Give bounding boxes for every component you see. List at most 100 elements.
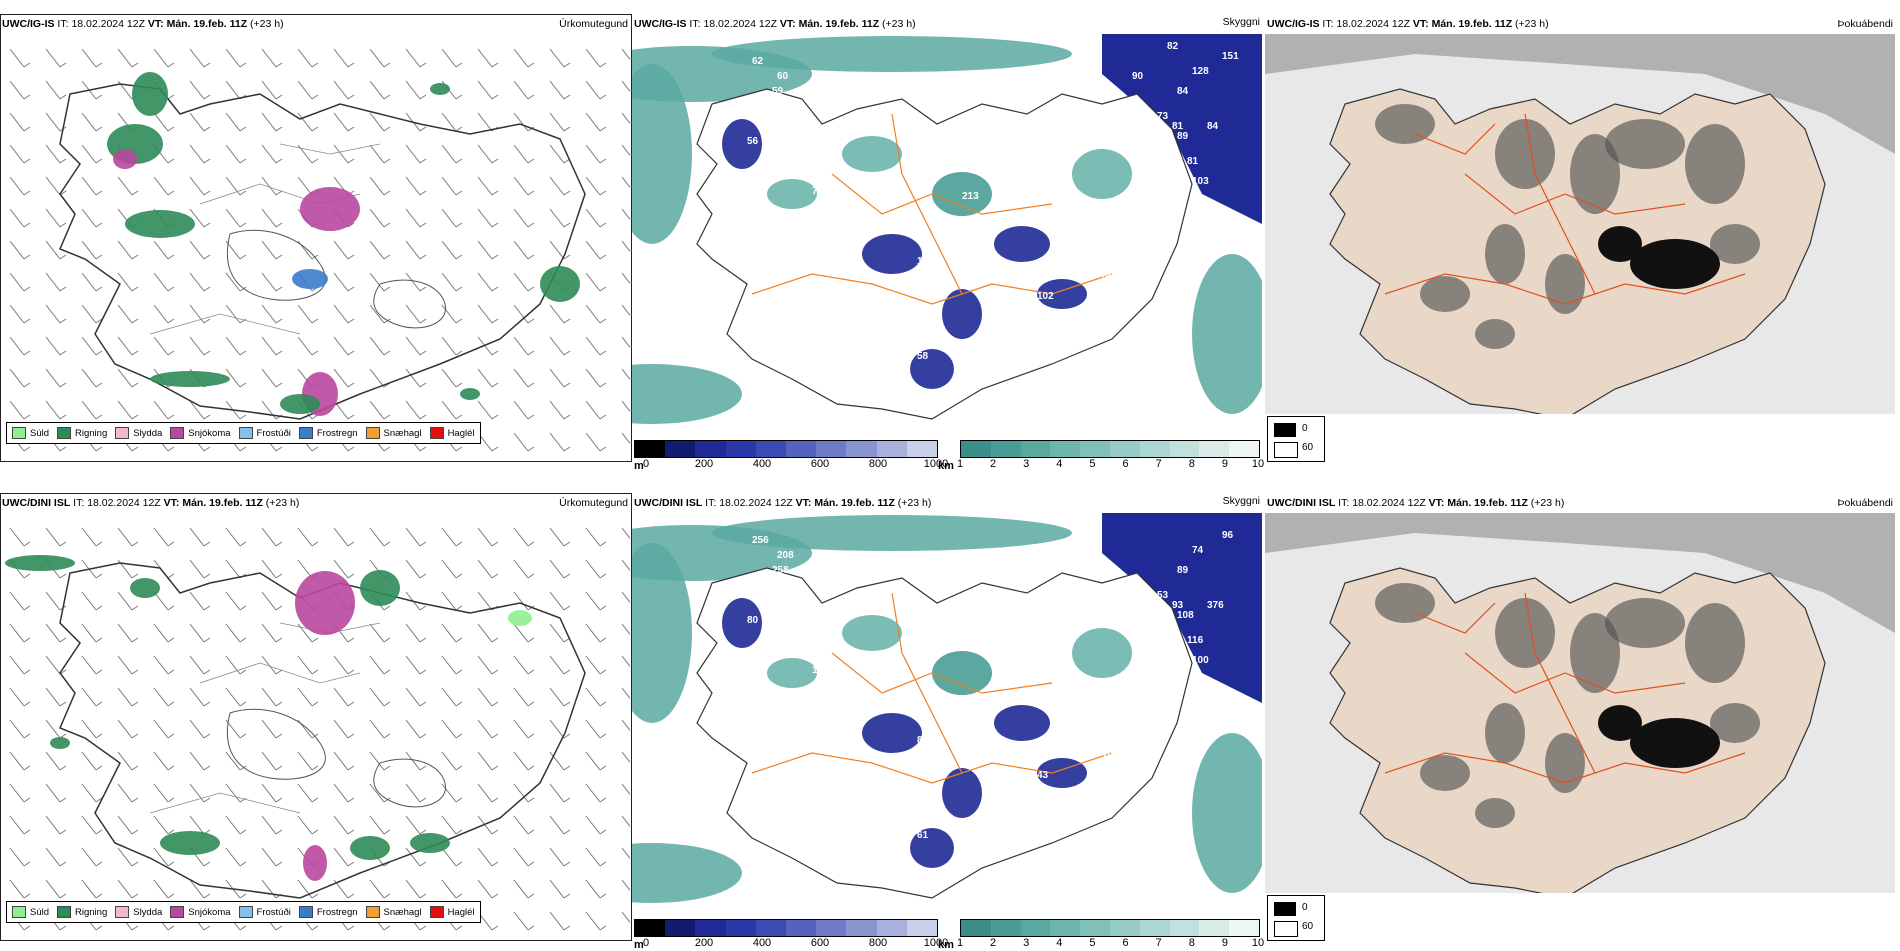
visibility-value-label: 376 xyxy=(1207,600,1224,611)
visibility-value-label: 12 xyxy=(827,201,839,212)
panel-title: UWC/DINI ISL IT: 18.02.2024 12Z VT: Mán.… xyxy=(1267,497,1564,509)
tick-label: 4 xyxy=(1056,458,1063,470)
m-colorbar xyxy=(634,440,938,458)
lead-time: (+23 h) xyxy=(265,497,300,509)
visibility-value-label: 89 xyxy=(1177,565,1189,576)
legend-label: Slydda xyxy=(133,906,163,918)
panel-title: UWC/IG-IS IT: 18.02.2024 12Z VT: Mán. 19… xyxy=(634,18,916,30)
visibility-value-label: 84 xyxy=(982,216,994,227)
tick-label: 4 xyxy=(1056,937,1063,949)
tick-label: 8 xyxy=(1188,937,1195,949)
legend-item: Snæhagl xyxy=(365,906,422,918)
fog-index-panel-bottom: UWC/DINI ISL IT: 18.02.2024 12Z VT: Mán.… xyxy=(1265,493,1897,951)
parameter-name: Þokuábendi xyxy=(1837,497,1893,509)
visibility-value-label: 91 xyxy=(892,341,904,352)
precip-map xyxy=(5,527,630,931)
legend-swatch xyxy=(429,427,444,439)
visibility-value-label: 81 xyxy=(892,820,904,831)
fog-index-panel-top: UWC/IG-IS IT: 18.02.2024 12Z VT: Mán. 19… xyxy=(1265,14,1897,472)
tick-label: 400 xyxy=(752,458,772,470)
visibility-value-label: 73 xyxy=(1157,111,1169,122)
model-name: UWC/IG-IS xyxy=(634,18,687,30)
legend-item: Frostúði xyxy=(238,906,291,918)
tick-label: 800 xyxy=(868,458,888,470)
legend-swatch xyxy=(429,906,444,918)
visibility-value-label: 96 xyxy=(1222,530,1234,541)
legend-item: Slydda xyxy=(115,906,162,918)
legend-label: Frostúði xyxy=(256,906,291,918)
lead-time: (+23 h) xyxy=(1530,497,1565,509)
legend-label: Súld xyxy=(30,427,50,439)
legend-swatch xyxy=(298,427,313,439)
precip-type-panel-bottom: UWC/DINI ISL IT: 18.02.2024 12Z VT: Mán.… xyxy=(0,493,632,951)
panel-title: UWC/DINI ISL IT: 18.02.2024 12Z VT: Mán.… xyxy=(2,497,299,509)
legend-swatch xyxy=(238,906,253,918)
visibility-value-label: 88 xyxy=(882,226,894,237)
visibility-value-label: 258 xyxy=(772,565,789,576)
vt-value: Mán. 19.feb. 11Z xyxy=(798,18,880,30)
km-unit: km xyxy=(938,939,954,951)
tick-label: 1000 xyxy=(923,937,949,949)
it-value: 18.02.2024 12Z xyxy=(1352,497,1426,509)
visibility-value-label: 21 xyxy=(1137,216,1149,227)
tick-label: 2 xyxy=(990,937,997,949)
legend-swatch xyxy=(57,427,72,439)
m-ticks: 0 200 400 600 800 1000 xyxy=(643,937,948,951)
visibility-value-label: 108 xyxy=(1177,610,1194,621)
visibility-value-label: 101 xyxy=(1042,126,1059,137)
fog-label-low: 0 xyxy=(1302,423,1308,434)
visibility-value-label: 100 xyxy=(1192,655,1209,666)
visibility-value-label: 59 xyxy=(772,86,784,97)
fog-swatch-low xyxy=(1274,423,1296,437)
fog-index-map xyxy=(1265,34,1895,414)
visibility-value-label: 256 xyxy=(752,535,769,546)
tick-label: 200 xyxy=(694,458,714,470)
legend-swatch xyxy=(170,427,185,439)
visibility-value-label: 84 xyxy=(1207,121,1219,132)
model-name: UWC/IG-IS xyxy=(1267,18,1320,30)
tick-label: 9 xyxy=(1221,937,1228,949)
visibility-value-label: 68 xyxy=(787,101,799,112)
visibility-value-label: 62 xyxy=(717,206,729,217)
visibility-value-label: 74 xyxy=(1192,545,1204,556)
panel-title: UWC/IG-IS IT: 18.02.2024 12Z VT: Mán. 19… xyxy=(2,18,284,30)
visibility-value-label: 147 xyxy=(1147,221,1164,232)
fog-swatch-high xyxy=(1274,921,1298,937)
visibility-value-label: 56 xyxy=(747,136,759,147)
visibility-value-label: 81 xyxy=(1187,156,1199,167)
fog-scale-legend: 0 60 xyxy=(1267,416,1325,462)
tick-label: 600 xyxy=(810,458,830,470)
visibility-value-label: 102 xyxy=(1037,291,1054,302)
visibility-value-label: 101 xyxy=(922,795,939,806)
lead-time: (+23 h) xyxy=(897,497,932,509)
visibility-value-label: 58 xyxy=(917,351,929,362)
visibility-value-label: 103 xyxy=(917,875,934,886)
fog-label-high: 60 xyxy=(1302,921,1314,932)
panel-title: UWC/DINI ISL IT: 18.02.2024 12Z VT: Mán.… xyxy=(634,497,931,509)
fog-swatch-high xyxy=(1274,442,1298,458)
visibility-value-label: 91 xyxy=(1137,695,1149,706)
legend-label: Frostregn xyxy=(316,427,358,439)
legend-item: Haglél xyxy=(429,427,475,439)
visibility-value-label: 43 xyxy=(1037,770,1049,781)
visibility-value-label: 149 xyxy=(787,580,804,591)
parameter-name: Úrkomutegund xyxy=(559,497,628,509)
legend-item: Rigning xyxy=(57,427,107,439)
legend-item: Frostregn xyxy=(298,906,358,918)
tick-label: 7 xyxy=(1155,937,1162,949)
iceland-coastline xyxy=(59,83,586,420)
tick-label: 3 xyxy=(1023,458,1030,470)
visibility-value-label: 84 xyxy=(1177,86,1189,97)
tick-label: 10 xyxy=(1251,937,1264,949)
legend-item: Slydda xyxy=(115,427,162,439)
it-label: IT: xyxy=(57,18,69,30)
it-label: IT: xyxy=(689,18,701,30)
m-colorbar xyxy=(634,919,938,937)
tick-label: 3 xyxy=(1023,937,1030,949)
visibility-value-label: 92 xyxy=(882,705,894,716)
visibility-value-label: 98 xyxy=(1047,625,1059,636)
parameter-name: Skyggni xyxy=(1222,495,1260,507)
model-name: UWC/DINI ISL xyxy=(1267,497,1336,509)
tick-label: 6 xyxy=(1122,458,1129,470)
